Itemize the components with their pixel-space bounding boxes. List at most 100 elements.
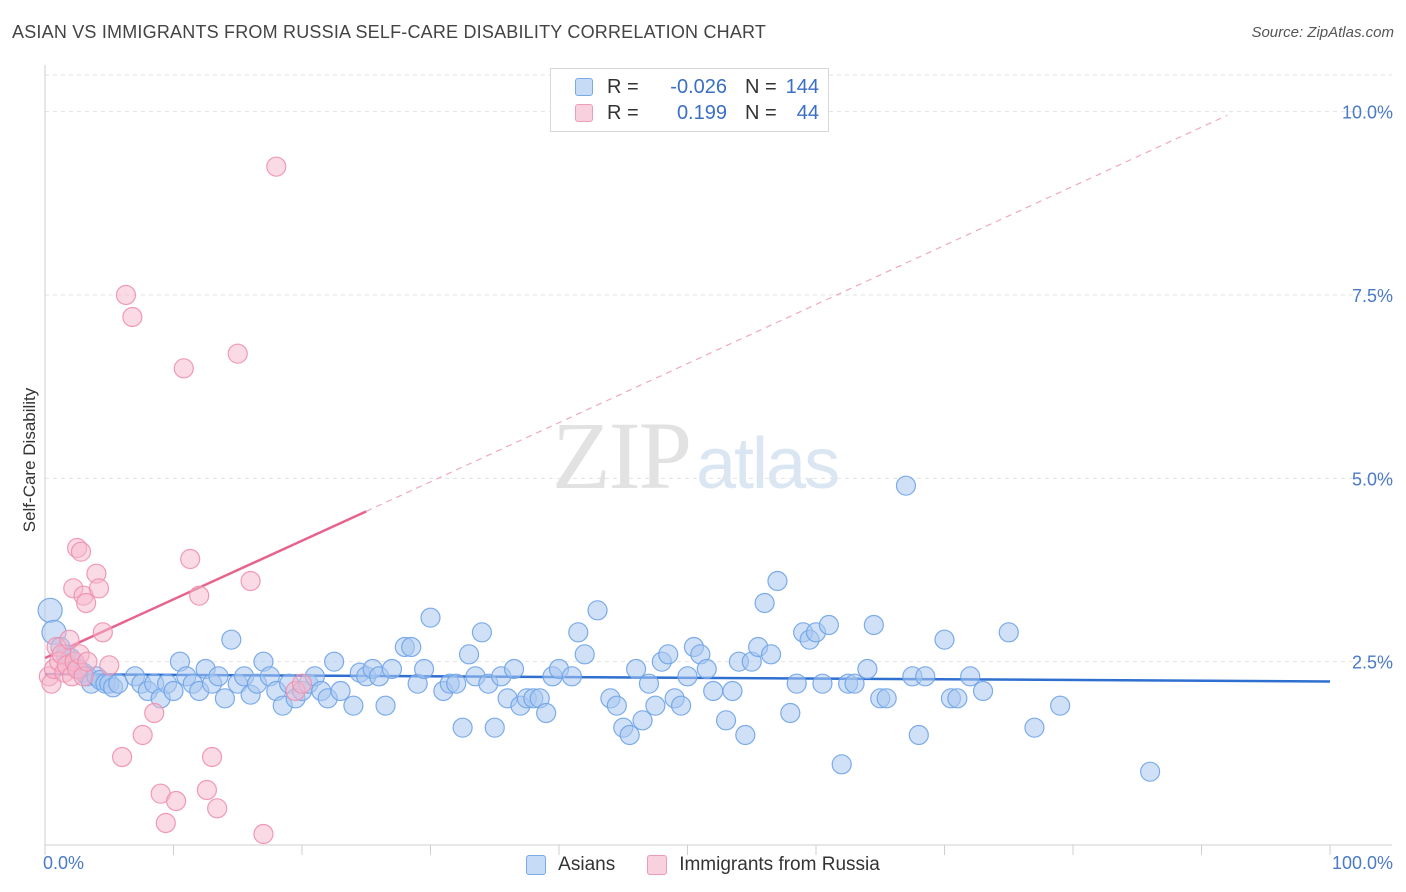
series-immigrants-from-russia [38,156,313,845]
y-axis-title: Self-Care Disability [20,387,39,532]
data-point [606,695,627,716]
data-point [240,570,261,592]
data-point [446,673,467,694]
data-point [677,666,698,687]
data-point [227,343,248,364]
data-point [452,717,473,738]
data-point [908,724,929,746]
data-point [330,680,351,702]
data-point [343,695,364,716]
correlation-legend: R = -0.026 N = 144 R = 0.199 N = 44 [550,68,829,132]
data-point [77,651,98,672]
data-point [401,636,422,658]
series-legend-russia: Immigrants from Russia [647,854,880,876]
data-point [587,600,608,621]
legend-row-russia: R = 0.199 N = 44 [575,100,819,126]
data-point [201,746,223,768]
data-point [132,724,153,746]
data-point [324,651,345,672]
data-point [59,629,80,650]
data-point [144,702,165,724]
data-point [381,658,403,680]
data-point [632,710,653,731]
series-legend: Asians Immigrants from Russia [0,852,1406,878]
data-point [92,622,113,643]
data-point [786,673,807,694]
data-point [696,658,717,680]
data-point [703,680,724,702]
x-tick-label: 100.0% [1332,853,1393,873]
data-point [155,812,176,834]
source-credit: Source: ZipAtlas.com [1251,24,1394,41]
data-point [876,688,897,709]
data-point [253,823,274,845]
data-point [484,717,505,738]
series-legend-label: Immigrants from Russia [679,854,880,875]
data-point [180,548,201,570]
data-point [934,629,955,650]
data-point [413,658,435,680]
data-point [207,798,228,819]
series-asians [37,475,1161,782]
data-point [266,156,287,177]
legend-n-value: 44 [796,101,819,124]
data-point [863,614,884,636]
legend-r-label: R = [607,75,639,98]
axes [44,65,1392,855]
watermark: ZIPatlas [552,400,840,511]
data-point [458,644,480,665]
y-tick-label: 10.0% [1342,103,1393,123]
watermark-atlas: atlas [696,424,840,504]
data-point [1139,761,1161,782]
data-point [208,666,229,687]
watermark-zip: ZIP [552,402,692,509]
data-point [561,666,582,687]
series-legend-label: Asians [558,854,616,875]
data-point [972,680,994,702]
legend-r-label: R = [607,101,639,124]
data-point [722,680,743,702]
data-point [812,673,833,694]
data-point [420,607,441,628]
data-point [670,695,692,716]
data-point [568,622,589,643]
data-point [818,614,839,636]
data-point [780,702,801,724]
data-point [37,597,63,623]
data-point [998,622,1019,643]
data-point [221,629,242,650]
data-points [37,156,1161,845]
data-point [715,710,737,731]
data-point [471,622,492,643]
data-point [625,658,647,680]
series-legend-asians: Asians [526,854,615,876]
data-point [574,644,595,665]
data-point [173,358,194,379]
trend-line-extension [365,114,1228,512]
data-point [1024,717,1045,738]
data-point [214,688,235,709]
data-point [754,592,775,614]
data-point [115,284,137,306]
legend-n-label: N = [745,101,777,124]
data-point [189,585,210,606]
data-point [638,673,660,694]
data-point [735,724,756,746]
chart-title: ASIAN VS IMMIGRANTS FROM RUSSIA SELF-CAR… [12,22,767,42]
legend-n-label: N = [745,75,777,98]
y-tick-label: 7.5% [1352,286,1393,306]
series-legend-swatch [647,855,668,875]
legend-r-value: 0.199 [676,101,727,124]
data-point [645,695,666,716]
legend-r-value: -0.026 [670,75,727,98]
y-tick-label: 5.0% [1352,469,1393,489]
legend-n-value: 144 [785,75,819,98]
data-point [915,666,936,687]
data-point [99,655,120,676]
data-point [857,658,878,680]
data-point [108,673,129,694]
data-point [536,702,557,724]
data-point [658,644,679,665]
legend-swatch-asians [575,78,593,96]
series-legend-swatch [526,855,547,875]
